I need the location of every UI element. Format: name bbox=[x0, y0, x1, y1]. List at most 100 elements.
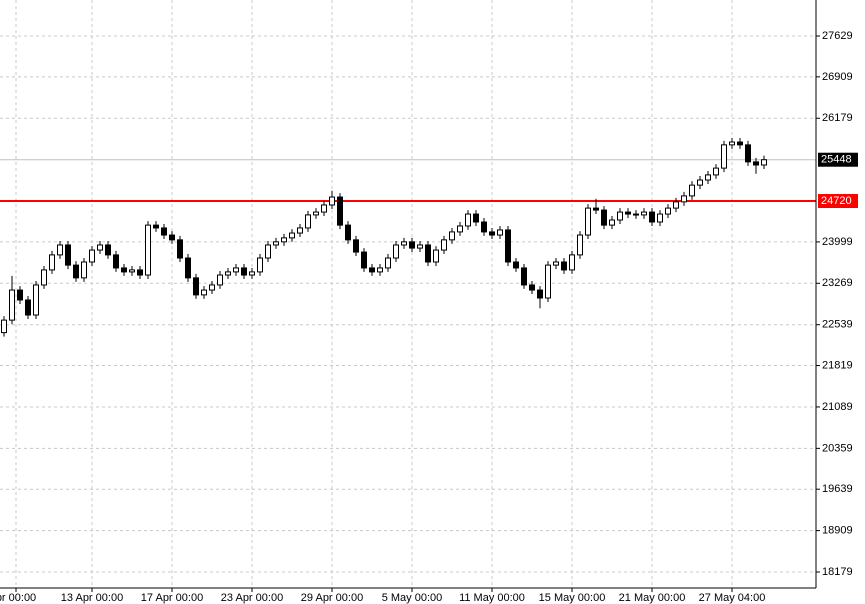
y-tick-label: 27629 bbox=[822, 30, 853, 42]
candle-body bbox=[113, 254, 119, 269]
candle-body bbox=[329, 196, 335, 206]
candle-body bbox=[609, 219, 615, 226]
candle-body bbox=[305, 214, 311, 229]
candle-body bbox=[449, 231, 455, 241]
candle-body bbox=[9, 289, 15, 321]
candle-body bbox=[233, 267, 239, 273]
y-tick-label: 18909 bbox=[822, 525, 853, 537]
candle-body bbox=[89, 249, 95, 263]
y-tick-label: 26909 bbox=[822, 71, 853, 83]
candle-body bbox=[385, 257, 391, 269]
candle-body bbox=[17, 289, 23, 301]
candle-body bbox=[625, 211, 631, 215]
candle-body bbox=[473, 213, 479, 223]
candle-body bbox=[489, 231, 495, 236]
candle-body bbox=[217, 274, 223, 286]
x-tick-label: 11 May 00:00 bbox=[459, 592, 525, 604]
candle-body bbox=[257, 257, 263, 273]
candle-body bbox=[401, 241, 407, 246]
x-tick-label: 23 Apr 00:00 bbox=[221, 592, 283, 604]
candle-body bbox=[281, 237, 287, 243]
candle-body bbox=[641, 211, 647, 216]
candle-body bbox=[617, 211, 623, 221]
candle-body bbox=[505, 229, 511, 263]
candle-body bbox=[321, 204, 327, 213]
candle-body bbox=[105, 244, 111, 256]
candle-body bbox=[361, 251, 367, 269]
candle-body bbox=[265, 244, 271, 259]
candle-body bbox=[577, 234, 583, 256]
x-tick-label: 27 May 04:00 bbox=[699, 592, 766, 604]
candle-body bbox=[601, 209, 607, 226]
level-box bbox=[818, 194, 858, 209]
candle-body bbox=[33, 284, 39, 316]
candle-body bbox=[561, 261, 567, 271]
candle-body bbox=[497, 229, 503, 236]
candle-body bbox=[81, 261, 87, 279]
y-tick-label: 18179 bbox=[822, 566, 853, 578]
candle-body bbox=[433, 249, 439, 263]
candle-body bbox=[161, 227, 167, 236]
candle-body bbox=[465, 213, 471, 227]
last-price-label: 25448 bbox=[821, 154, 852, 166]
candle-body bbox=[569, 254, 575, 271]
candle-body bbox=[313, 211, 319, 216]
candle-body bbox=[193, 277, 199, 296]
x-tick-label: 17 Apr 00:00 bbox=[141, 592, 203, 604]
candle-body bbox=[521, 267, 527, 286]
candle-body bbox=[393, 244, 399, 259]
candle-body bbox=[537, 289, 543, 299]
candle-body bbox=[417, 244, 423, 249]
candle-body bbox=[153, 224, 159, 229]
candle-body bbox=[289, 232, 295, 239]
candle-body bbox=[481, 221, 487, 233]
candle-body bbox=[753, 161, 759, 166]
candle-body bbox=[737, 141, 743, 146]
candle-body bbox=[529, 284, 535, 291]
candle-body bbox=[297, 227, 303, 234]
candle-body bbox=[689, 184, 695, 197]
y-tick-label: 19639 bbox=[822, 483, 853, 495]
candle-body bbox=[665, 207, 671, 215]
candle-body bbox=[633, 213, 639, 216]
candle-body bbox=[177, 239, 183, 259]
candle-body bbox=[705, 174, 711, 181]
candle-body bbox=[185, 257, 191, 279]
candle-body bbox=[169, 234, 175, 241]
candle-body bbox=[721, 144, 727, 169]
candle-body bbox=[241, 267, 247, 276]
candle-body bbox=[201, 289, 207, 296]
candle-body bbox=[409, 241, 415, 249]
x-tick-label: 5 May 00:00 bbox=[382, 592, 443, 604]
candle-body bbox=[25, 299, 31, 316]
x-tick-label: 13 Apr 00:00 bbox=[61, 592, 123, 604]
x-tick-label: 29 Apr 00:00 bbox=[301, 592, 363, 604]
y-tick-label: 26179 bbox=[822, 112, 853, 124]
y-tick-label: 23269 bbox=[822, 277, 853, 289]
level-label: 24720 bbox=[821, 195, 852, 207]
candle-body bbox=[97, 244, 103, 251]
candle-body bbox=[657, 213, 663, 223]
candle-body bbox=[713, 167, 719, 176]
candle-body bbox=[457, 225, 463, 233]
candle-body bbox=[425, 244, 431, 263]
candle-body bbox=[209, 284, 215, 291]
candle-body bbox=[73, 264, 79, 279]
candle-body bbox=[137, 269, 143, 276]
candle-body bbox=[593, 207, 599, 211]
candle-body bbox=[41, 269, 47, 286]
candle-body bbox=[681, 195, 687, 203]
candle-body bbox=[49, 254, 55, 271]
candle-body bbox=[337, 196, 343, 226]
candle-body bbox=[553, 261, 559, 266]
candle-body bbox=[121, 267, 127, 273]
last-price-box bbox=[818, 152, 858, 167]
candle-body bbox=[673, 201, 679, 209]
candle-body bbox=[1, 319, 7, 334]
candle-body bbox=[129, 269, 135, 273]
candle-body bbox=[761, 159, 767, 166]
x-tick-label: 15 May 00:00 bbox=[539, 592, 606, 604]
y-tick-label: 21819 bbox=[822, 359, 853, 371]
x-tick-label: 21 May 00:00 bbox=[619, 592, 686, 604]
